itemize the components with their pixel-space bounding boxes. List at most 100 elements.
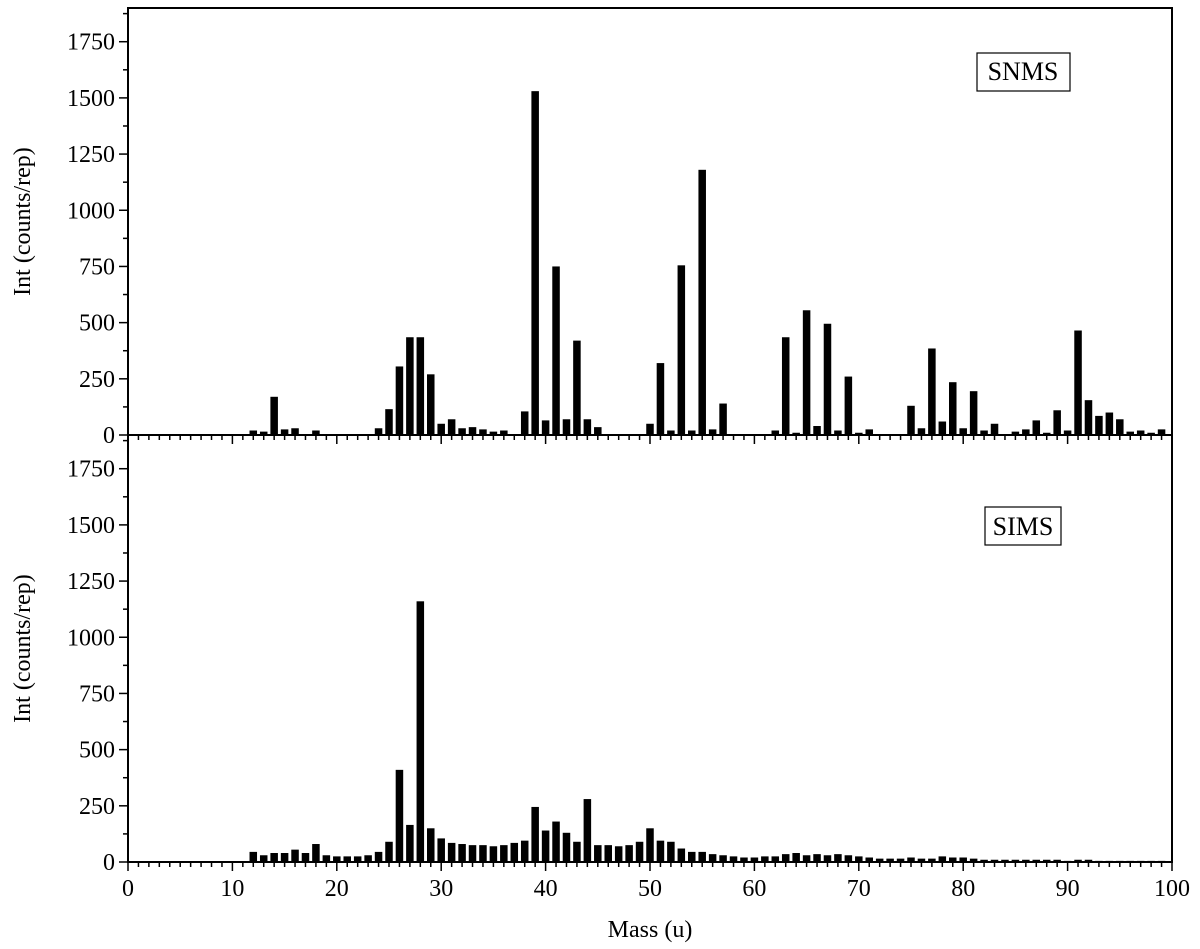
x-tick-label: 80: [951, 876, 975, 902]
bar: [928, 858, 936, 862]
bar: [792, 432, 800, 435]
bar: [1116, 419, 1124, 435]
legend-label: SIMS: [993, 512, 1054, 541]
bar: [322, 855, 331, 862]
bar: [573, 841, 581, 862]
bar: [813, 854, 821, 862]
bar: [541, 420, 550, 435]
y-tick-label: 1250: [67, 142, 115, 168]
legend-box: [976, 52, 1071, 92]
bar: [291, 428, 299, 435]
bar: [1001, 859, 1009, 862]
y-tick-label: 1750: [67, 457, 115, 483]
panel-frame: [127, 434, 1173, 863]
bar: [291, 849, 299, 862]
bar: [280, 429, 289, 435]
x-axis: 0 10 20 30 40 50 60 70 80 90 100 Mass (u): [122, 876, 1190, 943]
bar: [896, 858, 905, 862]
bar: [1063, 860, 1072, 862]
y-tick-label: 0: [103, 850, 115, 876]
bar: [395, 769, 404, 862]
bar: [500, 845, 508, 862]
bar: [1053, 859, 1061, 862]
bar: [688, 430, 696, 435]
bar: [688, 851, 696, 862]
y-tick-label: 1250: [67, 569, 115, 595]
bar: [406, 337, 414, 435]
bar: [740, 857, 748, 862]
bar: [489, 431, 498, 435]
bar: [781, 854, 790, 862]
bar: [834, 430, 842, 435]
bar: [1105, 860, 1114, 862]
bar: [562, 832, 571, 862]
y-tick-label: 750: [79, 254, 115, 280]
x-tick-label: 50: [638, 876, 662, 902]
bar: [907, 405, 915, 435]
bar: [520, 840, 529, 862]
bar: [1011, 859, 1020, 862]
bar: [823, 323, 832, 435]
bar: [280, 853, 289, 862]
y-tick-label: 750: [79, 681, 115, 707]
bar: [520, 411, 529, 435]
bar: [541, 830, 550, 862]
bar: [708, 429, 717, 435]
y-tick-label: 250: [79, 794, 115, 820]
bar: [980, 430, 988, 435]
bar: [1032, 420, 1041, 435]
bar: [374, 851, 383, 862]
bar: [270, 396, 278, 435]
bar: [573, 340, 581, 435]
bar: [667, 841, 675, 862]
bar: [395, 366, 404, 435]
y-tick-label: 1000: [67, 625, 115, 651]
bar: [1074, 330, 1082, 435]
y-tick-label: 0: [103, 423, 115, 449]
bar: [385, 409, 393, 435]
bar: [646, 828, 654, 862]
legend-box: [984, 506, 1062, 546]
bar: [949, 857, 957, 862]
bar: [437, 423, 445, 435]
bar: [844, 855, 853, 862]
bar: [635, 841, 644, 862]
bar: [259, 431, 268, 435]
bar: [416, 337, 425, 435]
bar: [656, 840, 665, 862]
bar: [949, 382, 957, 435]
bar: [364, 855, 372, 862]
bar: [646, 423, 654, 435]
y-tick-label: 1750: [67, 30, 115, 56]
bar: [447, 842, 456, 862]
bar: [1157, 860, 1166, 862]
bar: [594, 845, 602, 862]
bar: [1105, 412, 1114, 435]
bar: [719, 403, 727, 435]
bar: [917, 858, 926, 862]
bar: [1116, 860, 1124, 862]
bar: [1084, 400, 1093, 435]
bar: [458, 428, 466, 435]
bar: [1147, 432, 1155, 435]
bar: [907, 857, 915, 862]
bar: [761, 856, 769, 862]
x-tick-label: 0: [122, 876, 134, 902]
bar: [938, 421, 947, 435]
bar: [312, 430, 320, 435]
bar: [1126, 431, 1134, 435]
x-axis-title: Mass (u): [608, 917, 693, 943]
bar: [479, 429, 487, 435]
bar: [385, 841, 393, 862]
bar: [594, 427, 602, 435]
bar: [677, 848, 686, 862]
bar: [531, 91, 539, 435]
bar: [249, 851, 258, 862]
bar: [990, 859, 999, 862]
bar: [468, 845, 477, 862]
y-tick-label: 1500: [67, 513, 115, 539]
bar: [447, 419, 456, 435]
bar: [312, 844, 320, 862]
bar: [416, 601, 425, 862]
bar: [604, 845, 612, 862]
